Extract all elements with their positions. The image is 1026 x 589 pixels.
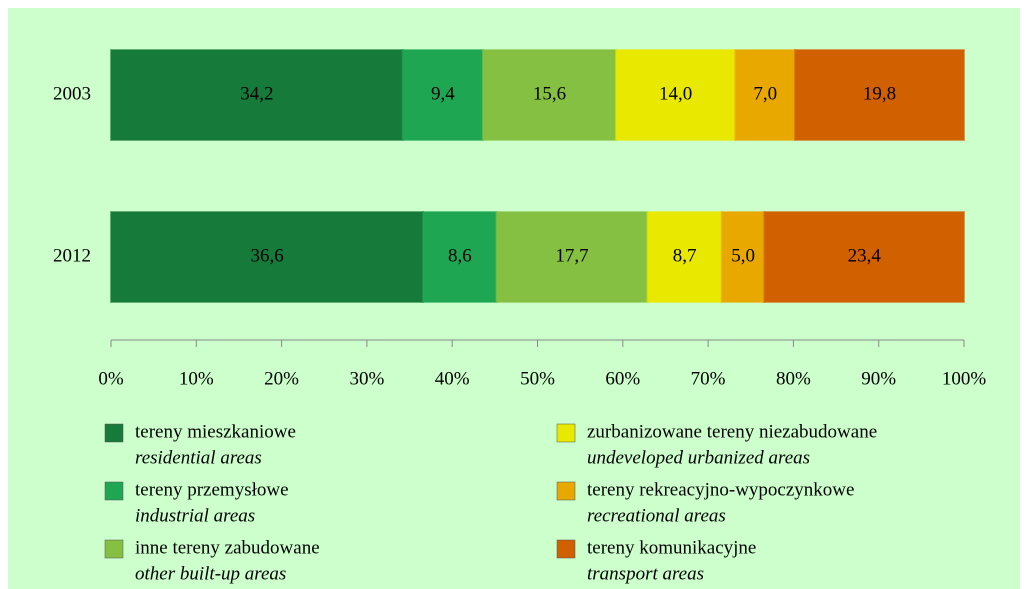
bar-segment: [495, 211, 649, 303]
data-label: 8,6: [448, 245, 472, 266]
data-label: 34,2: [240, 83, 273, 104]
legend-label-en: recreational areas: [587, 505, 726, 526]
bar-segment: [481, 49, 617, 141]
x-tick-label: 0%: [98, 368, 124, 389]
x-tick-label: 60%: [605, 368, 640, 389]
data-label: 8,7: [673, 245, 697, 266]
legend-swatch: [104, 539, 124, 559]
data-label: 15,6: [533, 83, 566, 104]
y-tick-label: 2012: [53, 245, 91, 266]
x-tick-label: 100%: [942, 368, 987, 389]
data-label: 36,6: [250, 245, 283, 266]
legend-label-en: undeveloped urbanized areas: [587, 447, 810, 468]
legend-label-en: residential areas: [135, 447, 262, 468]
data-label: 19,8: [863, 83, 896, 104]
data-label: 7,0: [753, 83, 777, 104]
legend-swatch: [556, 423, 576, 443]
legend-label-en: transport areas: [587, 563, 704, 584]
data-label: 17,7: [555, 245, 588, 266]
bar-segment: [422, 211, 498, 303]
legend-label: inne tereny zabudowane: [135, 537, 320, 558]
bar-segment: [763, 211, 966, 303]
legend-label: tereny mieszkaniowe: [135, 421, 296, 442]
legend-label: tereny rekreacyjno-wypoczynkowe: [587, 479, 854, 500]
x-tick-label: 50%: [520, 368, 555, 389]
bar-segment: [794, 49, 966, 141]
legend-label: zurbanizowane tereny niezabudowane: [587, 421, 877, 442]
legend-swatch: [104, 423, 124, 443]
bar-segment: [110, 211, 425, 303]
data-label: 14,0: [659, 83, 692, 104]
x-tick-label: 10%: [179, 368, 214, 389]
legend-label: tereny przemysłowe: [135, 479, 289, 500]
data-label: 23,4: [848, 245, 882, 266]
legend-swatch: [104, 481, 124, 501]
x-tick-label: 80%: [776, 368, 811, 389]
bar-segment: [734, 49, 797, 141]
y-tick-label: 2003: [53, 83, 91, 104]
x-tick-label: 70%: [691, 368, 726, 389]
data-label: 9,4: [431, 83, 455, 104]
legend-swatch: [556, 539, 576, 559]
bar-segment: [720, 211, 766, 303]
x-tick-label: 20%: [264, 368, 299, 389]
legend-label-en: other built-up areas: [135, 563, 286, 584]
legend-swatch: [556, 481, 576, 501]
bar-segment: [614, 49, 737, 141]
legend-label: tereny komunikacyjne: [587, 537, 756, 558]
x-tick-label: 40%: [435, 368, 470, 389]
data-label: 5,0: [731, 245, 755, 266]
x-tick-label: 30%: [349, 368, 384, 389]
x-tick-label: 90%: [861, 368, 896, 389]
bar-segment: [110, 49, 404, 141]
legend-label-en: industrial areas: [135, 505, 255, 526]
